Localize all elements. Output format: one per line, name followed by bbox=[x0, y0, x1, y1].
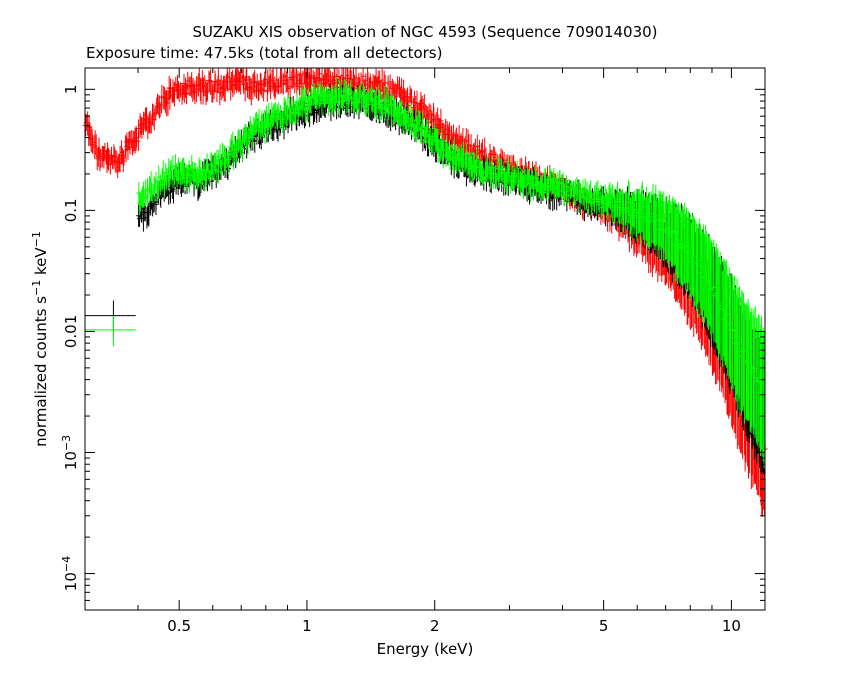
y-axis-label-sup1: −1 bbox=[30, 280, 43, 296]
x-tick-label: 5 bbox=[599, 617, 609, 635]
data-layer bbox=[82, 68, 768, 517]
y-tick-label: 10−4 bbox=[60, 556, 80, 591]
y-axis-label-sup2: −1 bbox=[30, 231, 43, 247]
y-axis: 1 0.1 0.01 10−3 10−4 bbox=[60, 85, 765, 611]
y-axis-label-mid: keV bbox=[32, 247, 50, 280]
y-axis-label-base: normalized counts s bbox=[32, 296, 50, 447]
plot-frame bbox=[84, 67, 766, 611]
x-tick-label: 2 bbox=[430, 617, 440, 635]
x-tick-label: 10 bbox=[722, 617, 741, 635]
x-axis-label: Energy (keV) bbox=[377, 640, 474, 658]
series-2 bbox=[136, 76, 766, 469]
y-tick-label: 0.1 bbox=[62, 198, 80, 222]
x-axis: 0.5 1 2 5 10 bbox=[84, 68, 741, 635]
outlier-point bbox=[85, 315, 136, 347]
x-tick-label: 1 bbox=[302, 617, 312, 635]
y-tick-label: 1 bbox=[62, 85, 80, 95]
chart-subtitle: Exposure time: 47.5ks (total from all de… bbox=[86, 44, 442, 62]
y-tick-label: 10−3 bbox=[60, 435, 80, 470]
chart-title: SUZAKU XIS observation of NGC 4593 (Sequ… bbox=[192, 23, 657, 41]
y-tick-label: 0.01 bbox=[62, 315, 80, 348]
x-tick-label: 0.5 bbox=[167, 617, 191, 635]
y-axis-label: normalized counts s−1 keV−1 bbox=[30, 231, 50, 447]
